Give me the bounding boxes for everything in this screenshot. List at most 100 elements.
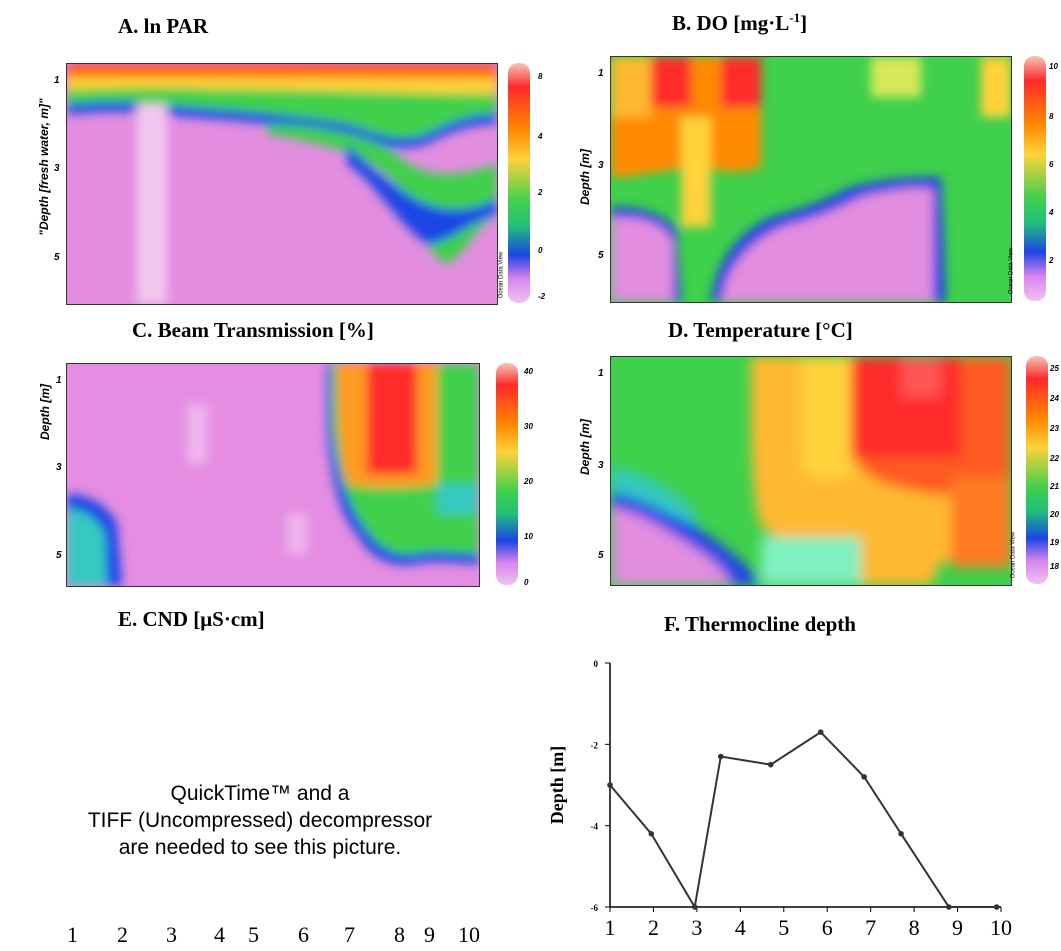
panel-e-xticks: 1 2 3 4 5 6 7 8 9 10 xyxy=(0,922,520,950)
x-tick: 5 xyxy=(248,922,259,947)
panel-d-odv-label: Ocean Data View xyxy=(1010,531,1017,579)
panel-c-cbtick: 30 xyxy=(524,422,533,431)
panel-b-ytick: 1 xyxy=(598,68,604,79)
panel-d-title: D. Temperature [°C] xyxy=(668,318,853,342)
x-tick-label: 3 xyxy=(691,915,702,940)
x-tick: 9 xyxy=(424,922,435,947)
panel-d-cbtick: 21 xyxy=(1050,482,1059,491)
panel-b-colorbar xyxy=(1024,56,1046,301)
panel-b-ylabel: Depth [m] xyxy=(578,149,592,205)
panel-c-cbtick: 10 xyxy=(524,532,533,541)
panel-a-ylabel: "Depth [fresh water, m]" xyxy=(37,98,51,236)
panel-c-colorbar xyxy=(496,363,518,585)
panel-c-ytick: 5 xyxy=(56,550,62,561)
y-tick-label: 0 xyxy=(594,659,599,669)
panel-a-cbtick: 0 xyxy=(538,246,543,255)
panel-b-title: B. DO [mg·L-1] xyxy=(672,10,807,36)
panel-c-cbtick: 40 xyxy=(524,367,533,376)
panel-b-title-end: ] xyxy=(800,11,808,35)
panel-a-cbtick: 4 xyxy=(538,132,543,141)
panel-c-ytick: 3 xyxy=(56,462,62,473)
x-tick-label: 10 xyxy=(990,915,1012,940)
x-tick: 10 xyxy=(458,922,480,947)
thermocline-chart: 0 -2 -4 -6 1 2 3 4 5 6 7 8 9 10 Depth [m] xyxy=(547,659,1013,940)
y-tick-label: -6 xyxy=(591,903,599,913)
panel-a-odv-label: Ocean Data View xyxy=(498,251,505,299)
panel-a-cbtick: -2 xyxy=(538,292,546,301)
panel-b-title-sup: -1 xyxy=(789,10,801,25)
panel-b-title-dot: · xyxy=(768,11,776,35)
x-tick-label: 4 xyxy=(735,915,746,940)
panel-b-odv-label: Ocean Data View xyxy=(1008,247,1015,295)
thermocline-line xyxy=(609,730,997,910)
x-tick: 6 xyxy=(298,922,309,947)
panel-b-cbtick: 8 xyxy=(1049,112,1054,121)
panel-d-heatmap xyxy=(610,356,1012,586)
x-tick: 2 xyxy=(117,922,128,947)
x-tick-label: 2 xyxy=(648,915,659,940)
x-tick-label: 7 xyxy=(865,915,876,940)
data-point xyxy=(993,904,1000,910)
panel-e-title: E. CND [μS·cm] xyxy=(118,607,265,631)
placeholder-line: TIFF (Uncompressed) decompressor xyxy=(87,809,433,832)
data-point xyxy=(691,904,698,910)
x-tick: 3 xyxy=(166,922,177,947)
placeholder-line: QuickTime™ and a xyxy=(170,782,350,805)
panel-d-ylabel: Depth [m] xyxy=(578,419,592,475)
x-tick-label: 1 xyxy=(605,915,616,940)
panel-b-title-unit: L xyxy=(775,11,790,35)
x-tick-label: 8 xyxy=(909,915,920,940)
panel-a-heatmap xyxy=(66,63,498,305)
panel-a-ytick: 1 xyxy=(54,75,60,86)
panel-b-heatmap xyxy=(610,56,1012,303)
panel-a-ytick: 5 xyxy=(54,252,60,263)
panel-c-ylabel: Depth [m] xyxy=(38,384,52,440)
data-point xyxy=(946,904,952,910)
x-tick: 1 xyxy=(67,922,78,947)
panel-d-colorbar xyxy=(1026,356,1048,584)
panel-d-cbtick: 19 xyxy=(1050,538,1059,547)
panel-b-cbtick: 4 xyxy=(1049,208,1054,217)
x-tick-label: 5 xyxy=(778,915,789,940)
y-tick-label: -2 xyxy=(591,740,599,750)
data-point xyxy=(717,753,724,760)
x-tick: 8 xyxy=(394,922,405,947)
placeholder-line: are needed to see this picture. xyxy=(118,836,402,859)
panel-c-ytick: 1 xyxy=(56,375,62,386)
data-point xyxy=(861,774,867,780)
data-point xyxy=(817,729,824,735)
panel-f-title: F. Thermocline depth xyxy=(664,612,856,636)
panel-d-cbtick: 25 xyxy=(1050,364,1059,373)
data-point xyxy=(898,831,904,837)
panel-c-cbtick: 0 xyxy=(524,578,529,587)
y-tick-label: -4 xyxy=(591,822,599,832)
panel-a-ytick: 3 xyxy=(54,163,60,174)
panel-b-cbtick: 10 xyxy=(1049,62,1058,71)
panel-d-ytick: 3 xyxy=(598,460,604,471)
panel-b-ytick: 3 xyxy=(598,160,604,171)
panel-b-title-main: B. DO [mg xyxy=(672,11,769,35)
panel-a-cbtick: 8 xyxy=(538,72,543,81)
x-tick: 7 xyxy=(344,922,355,947)
panel-a-colorbar xyxy=(508,63,530,303)
panel-b-ytick: 5 xyxy=(598,250,604,261)
x-tick-label: 9 xyxy=(952,915,963,940)
panel-b-cbtick: 2 xyxy=(1049,256,1054,265)
panel-e-placeholder: QuickTime™ and a TIFF (Uncompressed) dec… xyxy=(30,780,490,861)
x-tick: 4 xyxy=(214,922,225,947)
x-tick-label: 6 xyxy=(822,915,833,940)
panel-d-cbtick: 23 xyxy=(1050,424,1059,433)
data-point xyxy=(607,782,613,788)
panel-c-cbtick: 20 xyxy=(524,477,533,486)
panel-a-title: A. ln PAR xyxy=(118,14,209,38)
panel-c-title: C. Beam Transmission [%] xyxy=(132,318,374,342)
panel-d-cbtick: 24 xyxy=(1050,394,1059,403)
chart-ylabel: Depth [m] xyxy=(547,746,567,825)
panel-c-heatmap xyxy=(66,363,480,587)
panel-a-cbtick: 2 xyxy=(538,188,543,197)
chart-axes: 0 -2 -4 -6 1 2 3 4 5 6 7 8 9 10 xyxy=(591,659,1013,940)
panel-d-ytick: 5 xyxy=(598,550,604,561)
panel-d-ytick: 1 xyxy=(598,368,604,379)
panel-d-cbtick: 18 xyxy=(1050,562,1059,571)
panel-d-cbtick: 22 xyxy=(1050,454,1059,463)
